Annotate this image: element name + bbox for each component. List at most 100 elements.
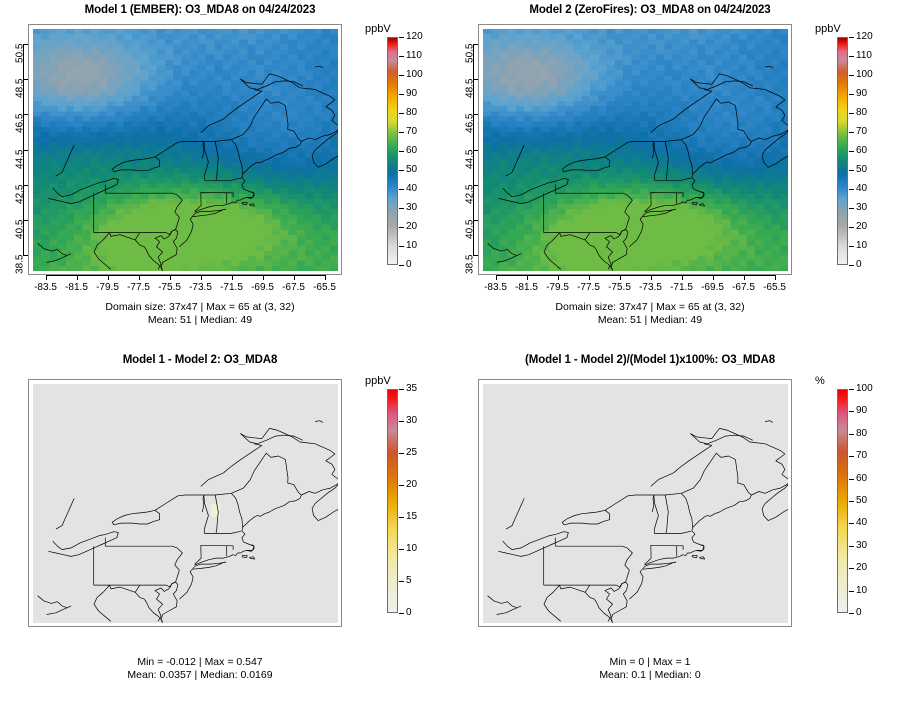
x-axis-tick xyxy=(650,275,652,280)
colorbar-tick xyxy=(849,227,854,228)
colorbar-tick-label: 30 xyxy=(856,202,868,213)
colorbar-tick xyxy=(399,75,404,76)
x-axis-tick xyxy=(262,275,264,280)
colorbar-tick-label: 30 xyxy=(406,415,418,426)
colorbar-tick-label: 40 xyxy=(856,517,868,529)
colorbar-tick xyxy=(849,389,854,390)
x-axis-tick xyxy=(138,275,140,280)
colorbar-tick-label: 20 xyxy=(856,221,868,232)
colorbar-tick-label: 60 xyxy=(406,145,418,156)
colorbar-tick-label: 110 xyxy=(856,50,872,61)
y-axis-label: 38.5 xyxy=(464,254,476,275)
colorbar-tick xyxy=(399,613,404,614)
x-axis-label: -73.5 xyxy=(639,282,662,293)
x-axis-label: -83.5 xyxy=(484,282,507,293)
colorbar-tick-label: 35 xyxy=(406,383,418,394)
x-axis-label: -69.5 xyxy=(251,282,274,293)
colorbar-tick-label: 80 xyxy=(856,107,868,118)
colorbar-tick xyxy=(399,132,404,133)
colorbar-tick-label: 120 xyxy=(406,31,423,42)
colorbar-tick-label: 110 xyxy=(406,50,422,61)
x-axis-tick xyxy=(107,275,109,280)
colorbar-tick xyxy=(399,421,404,422)
panel-percent-difference: (Model 1 - Model 2)/(Model 1)x100%: O3_M… xyxy=(450,350,900,706)
y-axis-tick xyxy=(23,220,28,222)
panel-caption-line2: Mean: 51 | Median: 49 xyxy=(147,314,253,326)
colorbar-tick xyxy=(399,246,404,247)
x-axis-label: -77.5 xyxy=(577,282,600,293)
colorbar-tick-label: 40 xyxy=(406,183,418,194)
panel-caption-line2: Mean: 0.0357 | Median: 0.0169 xyxy=(127,669,273,681)
panel-title: Model 1 - Model 2: O3_MDA8 xyxy=(122,354,278,366)
panel-title: Model 1 (EMBER): O3_MDA8 on 04/24/2023 xyxy=(84,4,316,16)
panel-model1: Model 1 (EMBER): O3_MDA8 on 04/24/2023 D… xyxy=(0,0,450,350)
colorbar-tick xyxy=(849,75,854,76)
x-axis-label: -67.5 xyxy=(282,282,305,293)
x-axis-tick xyxy=(588,275,590,280)
panel-model2: Model 2 (ZeroFires): O3_MDA8 on 04/24/20… xyxy=(450,0,900,350)
y-axis-tick xyxy=(23,78,28,80)
x-axis-label: -65.5 xyxy=(313,282,336,293)
x-axis-label: -81.5 xyxy=(65,282,88,293)
colorbar-tick-label: 40 xyxy=(856,183,868,194)
colorbar-tick-label: 70 xyxy=(856,126,868,137)
colorbar-tick-label: 120 xyxy=(856,31,873,42)
colorbar-tick-label: 20 xyxy=(406,221,418,232)
colorbar-tick xyxy=(399,56,404,57)
colorbar-tick-label: 80 xyxy=(406,107,418,118)
colorbar-tick xyxy=(399,581,404,582)
colorbar-tick xyxy=(849,151,854,152)
colorbar-tick xyxy=(399,485,404,486)
map-raster-difference xyxy=(33,384,338,623)
colorbar-tick xyxy=(399,189,404,190)
x-axis-label: -83.5 xyxy=(34,282,57,293)
x-axis-tick xyxy=(526,275,528,280)
colorbar-tick xyxy=(399,549,404,550)
x-axis-tick xyxy=(681,275,683,280)
colorbar-tick-label: 60 xyxy=(856,472,868,484)
colorbar-unit-label: ppbV xyxy=(365,375,391,387)
x-axis-label: -73.5 xyxy=(189,282,212,293)
colorbar-tick-label: 70 xyxy=(856,450,868,462)
y-axis-tick xyxy=(23,43,28,45)
colorbar-tick-label: 80 xyxy=(856,427,868,439)
x-axis-label: -65.5 xyxy=(763,282,786,293)
y-axis-tick xyxy=(473,43,478,45)
colorbar-tick-label: 10 xyxy=(856,240,868,251)
colorbar-tick xyxy=(849,113,854,114)
panel-title: (Model 1 - Model 2)/(Model 1)x100%: O3_M… xyxy=(524,354,776,366)
panel-caption-line1: Domain size: 37x47 | Max = 65 at (3, 32) xyxy=(105,301,295,313)
colorbar-gradient xyxy=(837,389,848,613)
x-axis-line xyxy=(45,275,325,276)
x-axis-label: -71.5 xyxy=(220,282,243,293)
x-axis-tick xyxy=(774,275,776,280)
colorbar-tick-label: 50 xyxy=(856,495,868,506)
x-axis-tick xyxy=(324,275,326,280)
x-axis-tick xyxy=(619,275,621,280)
x-axis-tick xyxy=(743,275,745,280)
colorbar-tick xyxy=(399,113,404,114)
y-axis-tick xyxy=(23,114,28,116)
colorbar-tick-label: 100 xyxy=(856,69,873,80)
colorbar-tick-label: 30 xyxy=(406,202,418,213)
colorbar-tick xyxy=(849,568,854,570)
colorbar-tick xyxy=(849,132,854,133)
y-axis-tick xyxy=(473,114,478,116)
y-axis-tick xyxy=(23,255,28,257)
colorbar-tick-label: 10 xyxy=(406,543,418,554)
colorbar-tick-label: 25 xyxy=(406,447,418,458)
colorbar-tick-label: 90 xyxy=(856,88,868,99)
x-axis-label: -79.5 xyxy=(546,282,569,293)
colorbar-unit-label: % xyxy=(815,375,825,387)
map-raster-model1 xyxy=(33,29,338,271)
colorbar-tick xyxy=(399,227,404,228)
colorbar-tick xyxy=(399,389,404,390)
x-axis-tick xyxy=(557,275,559,280)
map-raster-model2 xyxy=(483,29,788,271)
colorbar-tick-label: 10 xyxy=(856,584,868,596)
y-axis-label: 38.5 xyxy=(14,254,26,275)
map-boundaries xyxy=(37,420,338,623)
colorbar-tick-label: 70 xyxy=(406,126,418,137)
map-boundaries xyxy=(487,65,788,271)
map-plot-frame xyxy=(28,379,342,627)
